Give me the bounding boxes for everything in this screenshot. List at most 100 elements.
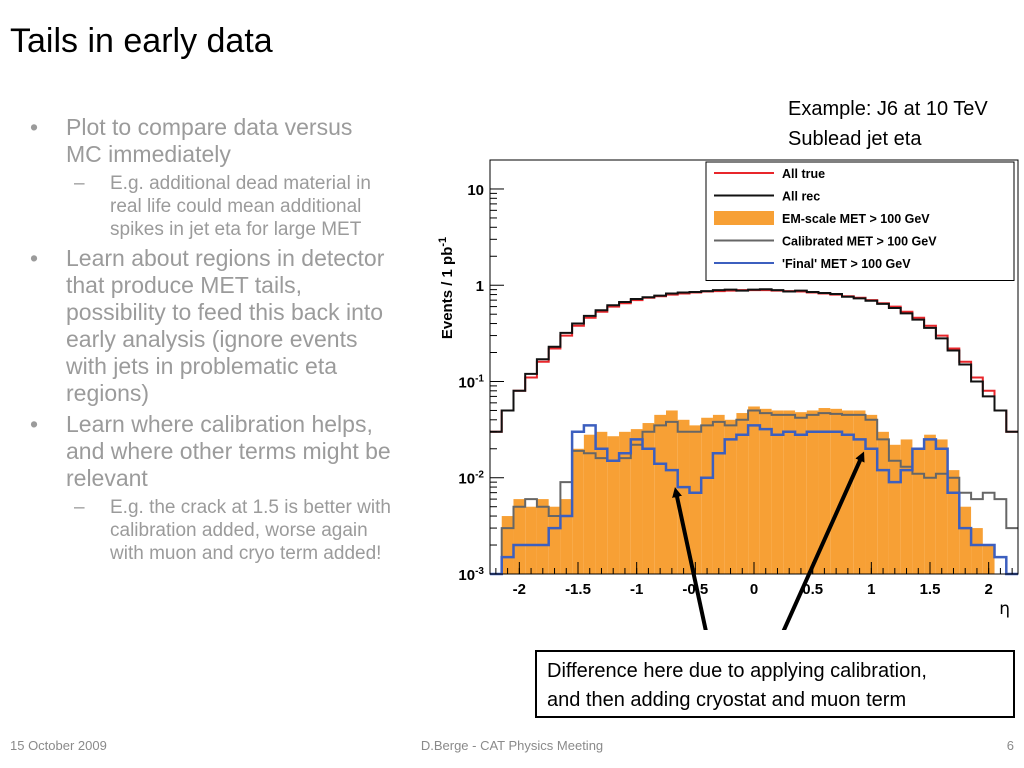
footer-date: 15 October 2009	[10, 738, 107, 753]
bullet-text: Plot to compare data versus MC immediate…	[66, 114, 353, 167]
sub-bullet-1: – E.g. additional dead material in real l…	[22, 172, 392, 241]
callout-box: Difference here due to applying calibrat…	[535, 650, 1015, 718]
hist-bin	[853, 410, 866, 574]
legend: All true All rec EM-scale MET > 100 GeV Cal…	[705, 161, 1015, 281]
legend-label: EM-scale MET > 100 GeV	[782, 212, 930, 226]
x-tick-label: -1	[630, 581, 643, 598]
hist-bin	[947, 470, 960, 574]
hist-bin	[607, 436, 620, 574]
bullet-text: Learn where calibration helps, and where…	[66, 411, 391, 491]
hist-bin	[935, 439, 948, 574]
hist-bin	[630, 429, 643, 574]
hist-bin	[666, 410, 678, 574]
hist-bin	[595, 431, 608, 574]
example-line-1: Example: J6 at 10 TeV	[788, 98, 988, 120]
bullet-dot-icon: •	[30, 114, 39, 140]
hist-bin	[818, 408, 831, 574]
x-axis-label: η	[999, 599, 1010, 619]
bullet-text: Learn about regions in detector that pro…	[66, 245, 385, 406]
callout-arrow-right	[781, 451, 865, 630]
y-tick-label: 10-1	[458, 373, 484, 391]
hist-bin	[701, 417, 713, 574]
hist-bin	[724, 419, 737, 574]
hist-bin	[959, 506, 972, 574]
hist-bin	[806, 410, 819, 574]
bullet-3: • Learn where calibration helps, and wher…	[22, 411, 392, 492]
y-tick-label: 10-3	[458, 566, 484, 584]
hist-bin	[583, 434, 596, 574]
bullet-2: • Learn about regions in detector that pr…	[22, 245, 392, 407]
hist-bin	[912, 448, 925, 574]
callout-arrow-left	[672, 487, 708, 630]
dash-icon: –	[74, 497, 85, 518]
hist-bin	[560, 499, 573, 574]
bullet-1: • Plot to compare data versus MC immediat…	[22, 114, 392, 168]
series-line	[490, 409, 1018, 575]
hist-bin	[771, 410, 784, 574]
x-tick-label: 1.5	[920, 581, 941, 598]
series-final-met-100-gev	[490, 424, 1018, 576]
legend-swatch	[714, 211, 774, 225]
dash-icon: –	[74, 173, 85, 194]
x-tick-label: 0.5	[802, 581, 823, 598]
bullet-dot-icon: •	[30, 411, 39, 437]
series-line	[490, 424, 1018, 576]
legend-label: 'Final' MET > 100 GeV	[782, 257, 911, 271]
y-tick-label: 10-2	[458, 470, 484, 488]
x-tick-label: 0	[750, 581, 758, 598]
series-line	[490, 288, 1018, 433]
hist-bin	[536, 499, 549, 574]
sub-bullet-text: E.g. additional dead material in real li…	[110, 173, 371, 240]
footer-page-number: 6	[1006, 738, 1014, 753]
y-tick-label: 10	[467, 182, 484, 199]
hist-bin	[888, 444, 901, 574]
sub-bullet-text: E.g. the crack at 1.5 is better with cal…	[110, 497, 391, 564]
hist-bin	[501, 516, 514, 574]
series-all-rec	[490, 288, 1018, 433]
series-calibrated-met-100-gev	[490, 409, 1018, 575]
hist-bin	[513, 499, 526, 574]
hist-bin	[548, 506, 561, 574]
x-tick-label: 2	[984, 581, 992, 598]
callout-line-1: Difference here due to applying calibrat…	[547, 660, 927, 682]
hist-bin	[689, 425, 702, 574]
footer-center: D.Berge - CAT Physics Meeting	[420, 738, 604, 753]
y-axis-label: Events / 1 pb-1	[437, 237, 456, 339]
hist-bin	[865, 414, 878, 574]
callout-line-2: and then adding cryostat and muon term	[547, 689, 907, 711]
hist-bin	[572, 448, 584, 574]
legend-label: All rec	[782, 190, 820, 204]
hist-bin	[900, 439, 913, 574]
hist-bin	[971, 528, 983, 574]
hist-bin	[783, 410, 796, 574]
y-tick-label: 1	[476, 278, 484, 295]
hist-bin	[982, 545, 995, 574]
hist-bin	[759, 408, 772, 574]
x-tick-label: 1	[867, 581, 875, 598]
hist-bin	[619, 431, 631, 574]
hist-bin	[877, 431, 889, 574]
y-axis-label-text: Events / 1 pb	[439, 247, 456, 340]
hist-bin	[712, 414, 725, 574]
x-tick-label: -1.5	[565, 581, 591, 598]
hist-bin	[924, 434, 936, 574]
hist-bin	[830, 408, 842, 574]
x-tick-label: -2	[513, 581, 526, 598]
page-title: Tails in early data	[10, 22, 273, 60]
hist-bin	[795, 412, 807, 574]
hist-bin	[654, 414, 666, 574]
example-line-2: Sublead jet eta	[788, 128, 922, 150]
hist-bin	[525, 506, 537, 574]
legend-label: All true	[782, 167, 825, 181]
hist-bin	[748, 406, 760, 574]
legend-label: Calibrated MET > 100 GeV	[782, 235, 937, 249]
hist-bin	[736, 413, 749, 574]
y-axis-label-sup: -1	[437, 237, 449, 247]
bullet-dot-icon: •	[30, 245, 39, 271]
bullet-list: • Plot to compare data versus MC immediat…	[22, 114, 392, 569]
sub-bullet-2: – E.g. the crack at 1.5 is better with ca…	[22, 496, 392, 565]
example-caption: Example: J6 at 10 TeV Sublead jet eta	[788, 94, 988, 154]
hist-bin	[677, 419, 690, 574]
hist-bin	[642, 423, 655, 574]
